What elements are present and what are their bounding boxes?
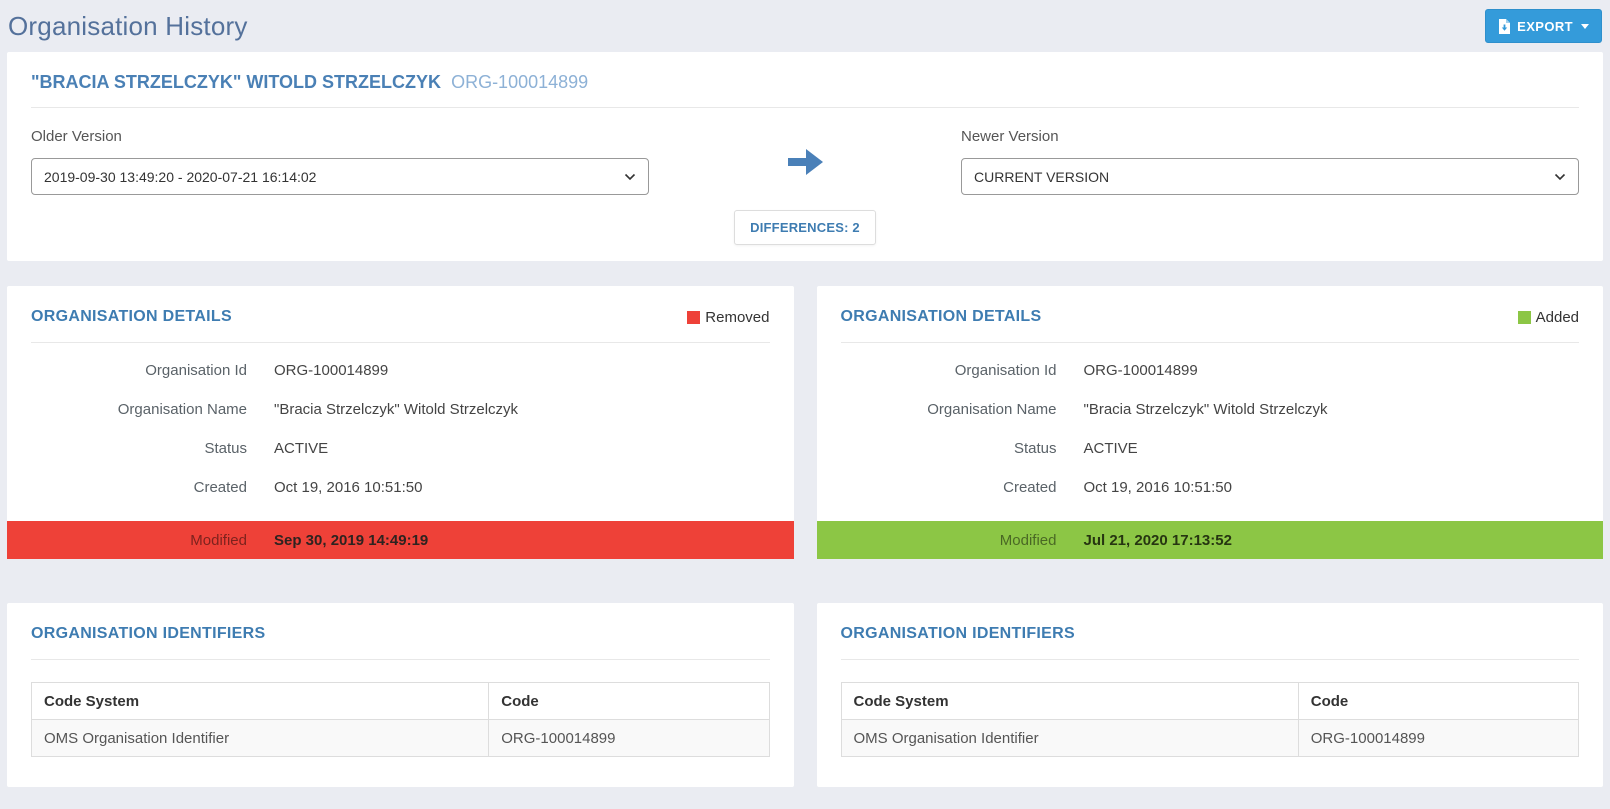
organisation-identifiers-panel-added: ORGANISATION IDENTIFIERS Code System Cod…: [816, 603, 1603, 787]
section-heading: ORGANISATION IDENTIFIERS: [31, 625, 266, 642]
detail-rows: Organisation Id ORG-100014899 Organisati…: [7, 343, 794, 559]
detail-row-created: Created Oct 19, 2016 10:51:50: [817, 468, 1604, 507]
panel-head: ORGANISATION IDENTIFIERS: [841, 625, 1580, 643]
added-legend: Added: [1517, 308, 1579, 326]
version-comparison-panel: "BRACIA STRZELCZYK" WITOLD STRZELCZYK OR…: [7, 52, 1603, 261]
field-label: Created: [193, 479, 247, 496]
arrow-right-icon: [785, 144, 825, 180]
detail-row-organisation-name: Organisation Name "Bracia Strzelczyk" Wi…: [817, 390, 1604, 429]
panel-head: ORGANISATION IDENTIFIERS: [31, 625, 770, 643]
cell-code-system: OMS Organisation Identifier: [840, 719, 1299, 757]
export-button[interactable]: EXPORT: [1485, 9, 1602, 43]
older-version-column: Older Version 2019-09-30 13:49:20 - 2020…: [31, 128, 649, 245]
details-row: ORGANISATION DETAILS Removed Organisatio…: [7, 286, 1603, 559]
identifiers-table: Code System Code OMS Organisation Identi…: [30, 682, 770, 757]
detail-row-organisation-name: Organisation Name "Bracia Strzelczyk" Wi…: [7, 390, 794, 429]
column-header-code-system: Code System: [30, 682, 490, 720]
heading-divider: [31, 659, 770, 660]
identifiers-row: ORGANISATION IDENTIFIERS Code System Cod…: [7, 603, 1603, 787]
detail-row-status: Status ACTIVE: [7, 429, 794, 468]
field-label: Organisation Id: [954, 362, 1057, 379]
section-heading: ORGANISATION DETAILS: [840, 308, 1042, 325]
detail-row-modified-removed: Modified Sep 30, 2019 14:49:19: [7, 521, 794, 559]
field-label: Modified: [999, 531, 1057, 549]
field-label: Organisation Name: [117, 401, 247, 418]
field-value: Jul 21, 2020 17:13:52: [1083, 531, 1232, 549]
newer-version-select-wrap: CURRENT VERSION: [961, 158, 1579, 195]
page-title: Organisation History: [8, 10, 248, 41]
field-label: Status: [1013, 440, 1057, 457]
compare-grid: Older Version 2019-09-30 13:49:20 - 2020…: [31, 108, 1579, 245]
column-header-code: Code: [1297, 682, 1580, 720]
caret-down-icon: [1581, 23, 1589, 29]
org-heading: "BRACIA STRZELCZYK" WITOLD STRZELCZYK OR…: [31, 72, 1579, 93]
field-label: Organisation Id: [145, 362, 247, 379]
section-heading: ORGANISATION IDENTIFIERS: [840, 625, 1075, 642]
older-version-select-wrap: 2019-09-30 13:49:20 - 2020-07-21 16:14:0…: [31, 158, 649, 195]
differences-badge: DIFFERENCES: 2: [734, 210, 876, 245]
field-value: ORG-100014899: [274, 362, 389, 379]
newer-version-column: Newer Version CURRENT VERSION: [961, 128, 1579, 245]
cell-code: ORG-100014899: [488, 719, 770, 757]
heading-divider: [31, 342, 770, 343]
table-row: OMS Organisation Identifier ORG-10001489…: [840, 719, 1580, 757]
newer-version-label: Newer Version: [961, 128, 1059, 145]
field-value: ORG-100014899: [1083, 362, 1198, 379]
organisation-identifiers-panel-removed: ORGANISATION IDENTIFIERS Code System Cod…: [7, 603, 794, 787]
heading-divider: [840, 342, 1579, 343]
organisation-details-panel-removed: ORGANISATION DETAILS Removed Organisatio…: [7, 286, 794, 559]
field-value: ACTIVE: [274, 440, 329, 457]
org-id: ORG-100014899: [451, 72, 589, 92]
table-header-row: Code System Code: [30, 682, 770, 720]
field-label: Organisation Name: [927, 401, 1057, 418]
field-label: Modified: [190, 531, 247, 549]
cell-code: ORG-100014899: [1297, 719, 1580, 757]
page-header: Organisation History EXPORT: [7, 0, 1603, 52]
removed-legend: Removed: [687, 308, 770, 326]
legend-label: Added: [1535, 308, 1579, 326]
newer-version-select[interactable]: CURRENT VERSION: [961, 158, 1579, 195]
compare-middle-column: DIFFERENCES: 2: [649, 128, 961, 245]
cell-code-system: OMS Organisation Identifier: [30, 719, 490, 757]
identifiers-table: Code System Code OMS Organisation Identi…: [840, 682, 1580, 757]
field-label: Status: [204, 440, 247, 457]
detail-row-organisation-id: Organisation Id ORG-100014899: [817, 351, 1604, 390]
field-value: "Bracia Strzelczyk" Witold Strzelczyk: [274, 401, 519, 418]
heading-divider: [840, 659, 1579, 660]
detail-row-created: Created Oct 19, 2016 10:51:50: [7, 468, 794, 507]
field-value: "Bracia Strzelczyk" Witold Strzelczyk: [1083, 401, 1328, 418]
column-header-code: Code: [488, 682, 770, 720]
panel-head: ORGANISATION DETAILS Added: [817, 308, 1604, 326]
added-swatch-icon: [1517, 310, 1531, 324]
field-value: Oct 19, 2016 10:51:50: [274, 479, 423, 496]
heading-divider: [31, 107, 1579, 108]
detail-row-organisation-id: Organisation Id ORG-100014899: [7, 351, 794, 390]
older-version-select[interactable]: 2019-09-30 13:49:20 - 2020-07-21 16:14:0…: [31, 158, 649, 195]
field-label: Created: [1003, 479, 1057, 496]
table-row: OMS Organisation Identifier ORG-10001489…: [30, 719, 770, 757]
legend-label: Removed: [705, 308, 770, 326]
export-button-label: EXPORT: [1517, 18, 1573, 34]
column-header-code-system: Code System: [840, 682, 1299, 720]
export-file-icon: [1498, 18, 1511, 34]
organisation-details-panel-added: ORGANISATION DETAILS Added Organisation …: [816, 286, 1604, 559]
field-value: Sep 30, 2019 14:49:19: [274, 531, 429, 549]
detail-row-status: Status ACTIVE: [817, 429, 1604, 468]
table-header-row: Code System Code: [840, 682, 1580, 720]
field-value: Oct 19, 2016 10:51:50: [1083, 479, 1232, 496]
older-version-label: Older Version: [31, 128, 122, 145]
panel-head: ORGANISATION DETAILS Removed: [7, 308, 794, 326]
org-name: "BRACIA STRZELCZYK" WITOLD STRZELCZYK: [31, 72, 442, 92]
field-value: ACTIVE: [1083, 440, 1138, 457]
removed-swatch-icon: [687, 310, 701, 324]
detail-rows: Organisation Id ORG-100014899 Organisati…: [816, 343, 1604, 559]
detail-row-modified-added: Modified Jul 21, 2020 17:13:52: [816, 521, 1603, 559]
section-heading: ORGANISATION DETAILS: [31, 308, 232, 325]
